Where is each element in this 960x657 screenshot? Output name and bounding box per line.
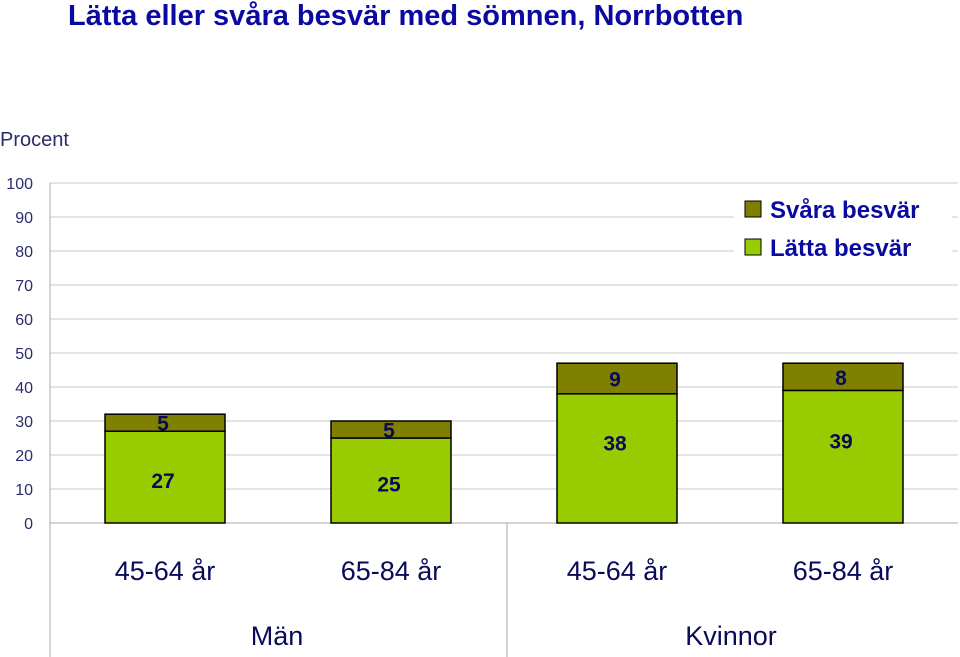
y-tick-label-20: 20: [15, 448, 33, 465]
legend-label-1: Lätta besvär: [770, 235, 911, 262]
y-tick-label-10: 10: [15, 482, 33, 499]
y-tick-label-60: 60: [15, 312, 33, 329]
group-label-män: Män: [251, 621, 304, 651]
data-label-svara-2: 9: [609, 369, 621, 392]
x-tick-label-2: 45-64 år: [567, 556, 668, 586]
legend-swatch-0: [744, 200, 762, 218]
data-label-svara-0: 5: [157, 413, 169, 436]
x-tick-label-0: 45-64 år: [115, 556, 216, 586]
data-label-svara-3: 8: [835, 367, 847, 390]
data-label-svara-1: 5: [383, 420, 395, 443]
bar-svara-1: [330, 420, 452, 439]
y-tick-label-30: 30: [15, 414, 33, 431]
legend-box: [734, 191, 952, 263]
y-tick-label-0: 0: [24, 516, 33, 533]
data-label-latta-1: 25: [377, 474, 401, 497]
y-tick-label-90: 90: [15, 210, 33, 227]
bar-svara-3: [782, 362, 904, 392]
bar-svara-0: [104, 413, 226, 432]
x-tick-label-3: 65-84 år: [793, 556, 894, 586]
y-tick-label-40: 40: [15, 380, 33, 397]
y-axis-label: Procent: [0, 129, 69, 151]
bar-latta-0: [104, 430, 226, 524]
bar-latta-1: [330, 437, 452, 524]
data-label-latta-2: 38: [603, 432, 627, 455]
bar-svara-2: [556, 362, 678, 395]
bar-latta-3: [782, 389, 904, 524]
y-tick-label-70: 70: [15, 278, 33, 295]
data-label-latta-3: 39: [829, 431, 852, 454]
x-tick-label-1: 65-84 år: [341, 556, 442, 586]
y-tick-label-100: 100: [6, 176, 33, 193]
group-label-kvinnor: Kvinnor: [685, 621, 777, 651]
chart-title: Lätta eller svåra besvär med sömnen, Nor…: [68, 0, 744, 32]
data-label-latta-0: 27: [151, 470, 174, 493]
legend-swatch-1: [744, 238, 762, 256]
y-tick-label-50: 50: [15, 346, 33, 363]
bar-latta-2: [556, 393, 678, 524]
legend-label-0: Svåra besvär: [770, 197, 919, 224]
y-tick-label-80: 80: [15, 244, 33, 261]
